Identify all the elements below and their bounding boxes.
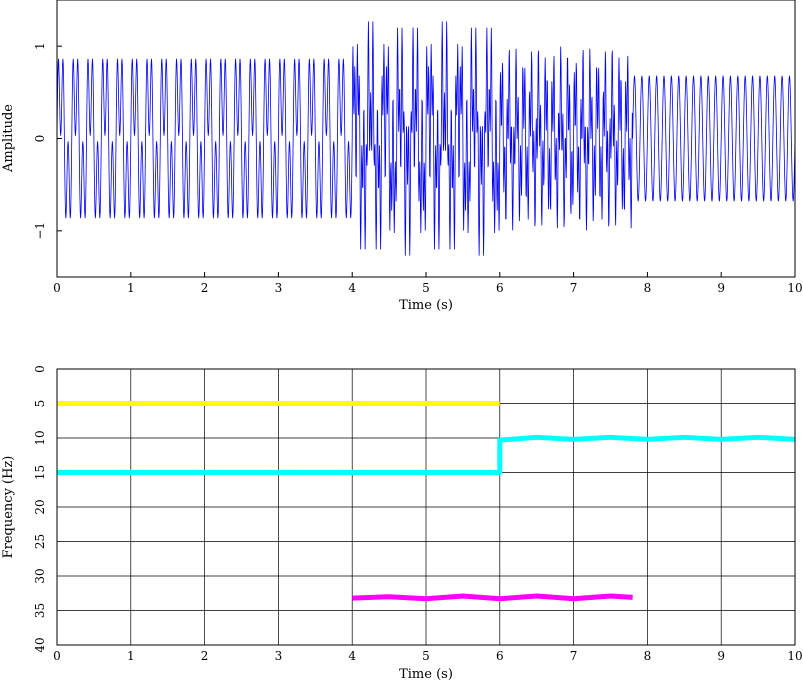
amplitude-x-tick-label: 3: [275, 281, 283, 295]
frequency-x-tick-label: 6: [496, 649, 504, 663]
frequency-x-tick-label: 10: [787, 649, 802, 663]
frequency-y-axis-label: Frequency (Hz): [1, 456, 16, 559]
amplitude-x-tick-label: 5: [422, 281, 430, 295]
frequency-x-tick-label: 9: [717, 649, 725, 663]
amplitude-x-tick-label: 7: [570, 281, 578, 295]
frequency-y-tick-label: 40: [33, 637, 47, 652]
frequency-y-tick-label: 25: [33, 534, 47, 549]
frequency-grid: [56, 368, 796, 646]
amplitude-x-tick-label: 2: [201, 281, 209, 295]
frequency-y-tick-label: 5: [33, 400, 47, 408]
signal-line-0: [56, 21, 796, 256]
amplitude-x-tick-label: 8: [644, 281, 652, 295]
frequency-x-tick-label: 8: [644, 649, 652, 663]
frequency-x-tick-label: 1: [127, 649, 135, 663]
amplitude-x-tick-label: 4: [348, 281, 356, 295]
amplitude-x-axis-label: Time (s): [399, 298, 453, 313]
frequency-y-tick-label: 30: [33, 568, 47, 583]
frequency-x-tick-label: 5: [422, 649, 430, 663]
amplitude-plot: 0 1 2 3 4 5 6 7 8 9 10 10−1 Time (s) Amplitude: [1, 0, 803, 313]
amplitude-x-tick-label: 9: [717, 281, 725, 295]
amplitude-x-tick-label: 10: [787, 281, 802, 295]
frequency-line-1: [57, 434, 796, 475]
frequency-series: [57, 401, 796, 602]
frequency-x-tick-label: 0: [53, 649, 61, 663]
amplitude-x-tick-label: 0: [53, 281, 61, 295]
frequency-y-tick-label: 35: [33, 603, 47, 618]
signal-series: [56, 21, 796, 256]
frequency-x-tick-label: 4: [348, 649, 356, 663]
amplitude-x-tick-label: 6: [496, 281, 504, 295]
frequency-x-tick-label: 7: [570, 649, 578, 663]
amplitude-y-axis: 1 0 −1: [33, 42, 62, 240]
frequency-y-tick-label: 20: [33, 499, 47, 514]
frequency-y-axis: 0 5 10 15 20 25 30 35 40: [33, 365, 47, 652]
frequency-x-axis: 0 1 2 3 4 5 6 7 8 9 10: [53, 649, 802, 663]
frequency-plot-frame: [56, 368, 796, 646]
frequency-y-tick-label: 10: [33, 430, 47, 445]
frequency-y-tick-label: 0: [33, 365, 47, 373]
frequency-x-tick-label: 2: [201, 649, 209, 663]
amplitude-y-tick-label: 1: [33, 42, 47, 50]
frequency-plot: 0 1 2 3 4 5 6 7 8 9 10 0 5 10 15 20 25 30 35 40 Time (s) F…: [1, 365, 803, 682]
amplitude-x-axis: 0 1 2 3 4 5 6 7 8 9 10: [53, 272, 803, 295]
amplitude-y-axis-label: Amplitude: [1, 104, 16, 173]
amplitude-x-tick-label: 1: [127, 281, 135, 295]
frequency-line-2: [352, 593, 633, 602]
amplitude-y-tick-label: 0: [33, 135, 47, 143]
frequency-x-tick-label: 3: [275, 649, 283, 663]
amplitude-y-tick-label: −1: [33, 222, 47, 240]
frequency-y-tick-label: 15: [33, 465, 47, 480]
frequency-x-axis-label: Time (s): [399, 667, 453, 682]
